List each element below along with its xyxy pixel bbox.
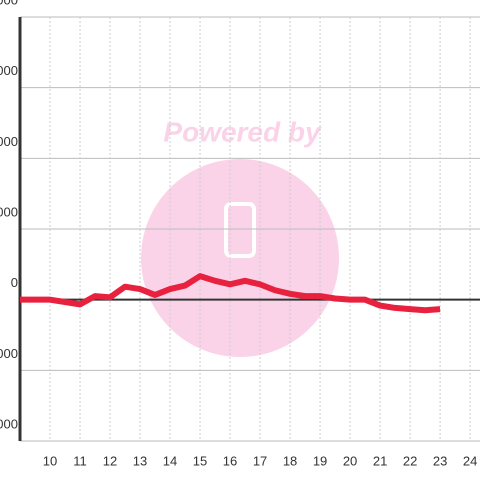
x-tick-label: 18 — [283, 453, 297, 468]
x-tick-label: 24 — [463, 453, 477, 468]
y-tick-label: 3,000 — [0, 204, 18, 219]
x-tick-label: 10 — [43, 453, 57, 468]
x-tick-label: 14 — [163, 453, 177, 468]
x-tick-label: 12 — [103, 453, 117, 468]
x-tick-label: 21 — [373, 453, 387, 468]
y-tick-label: -6,000 — [0, 416, 18, 431]
watermark-icon — [224, 202, 256, 258]
y-tick-label: 6,000 — [0, 134, 18, 149]
x-tick-label: 19 — [313, 453, 327, 468]
y-tick-label: 9,000 — [0, 63, 18, 78]
x-tick-label: 16 — [223, 453, 237, 468]
x-tick-label: 11 — [73, 453, 87, 468]
x-tick-label: 22 — [403, 453, 417, 468]
y-tick-label: 0 — [11, 275, 18, 290]
x-tick-label: 17 — [253, 453, 267, 468]
watermark — [141, 159, 339, 357]
y-tick-label: 12,000 — [0, 0, 18, 7]
y-tick-label: -3,000 — [0, 346, 18, 361]
watermark-text: Powered by — [163, 116, 322, 147]
x-tick-label: 23 — [433, 453, 447, 468]
x-tick-label: 15 — [193, 453, 207, 468]
x-tick-label: 13 — [133, 453, 147, 468]
x-tick-label: 20 — [343, 453, 357, 468]
data-line — [20, 273, 441, 314]
